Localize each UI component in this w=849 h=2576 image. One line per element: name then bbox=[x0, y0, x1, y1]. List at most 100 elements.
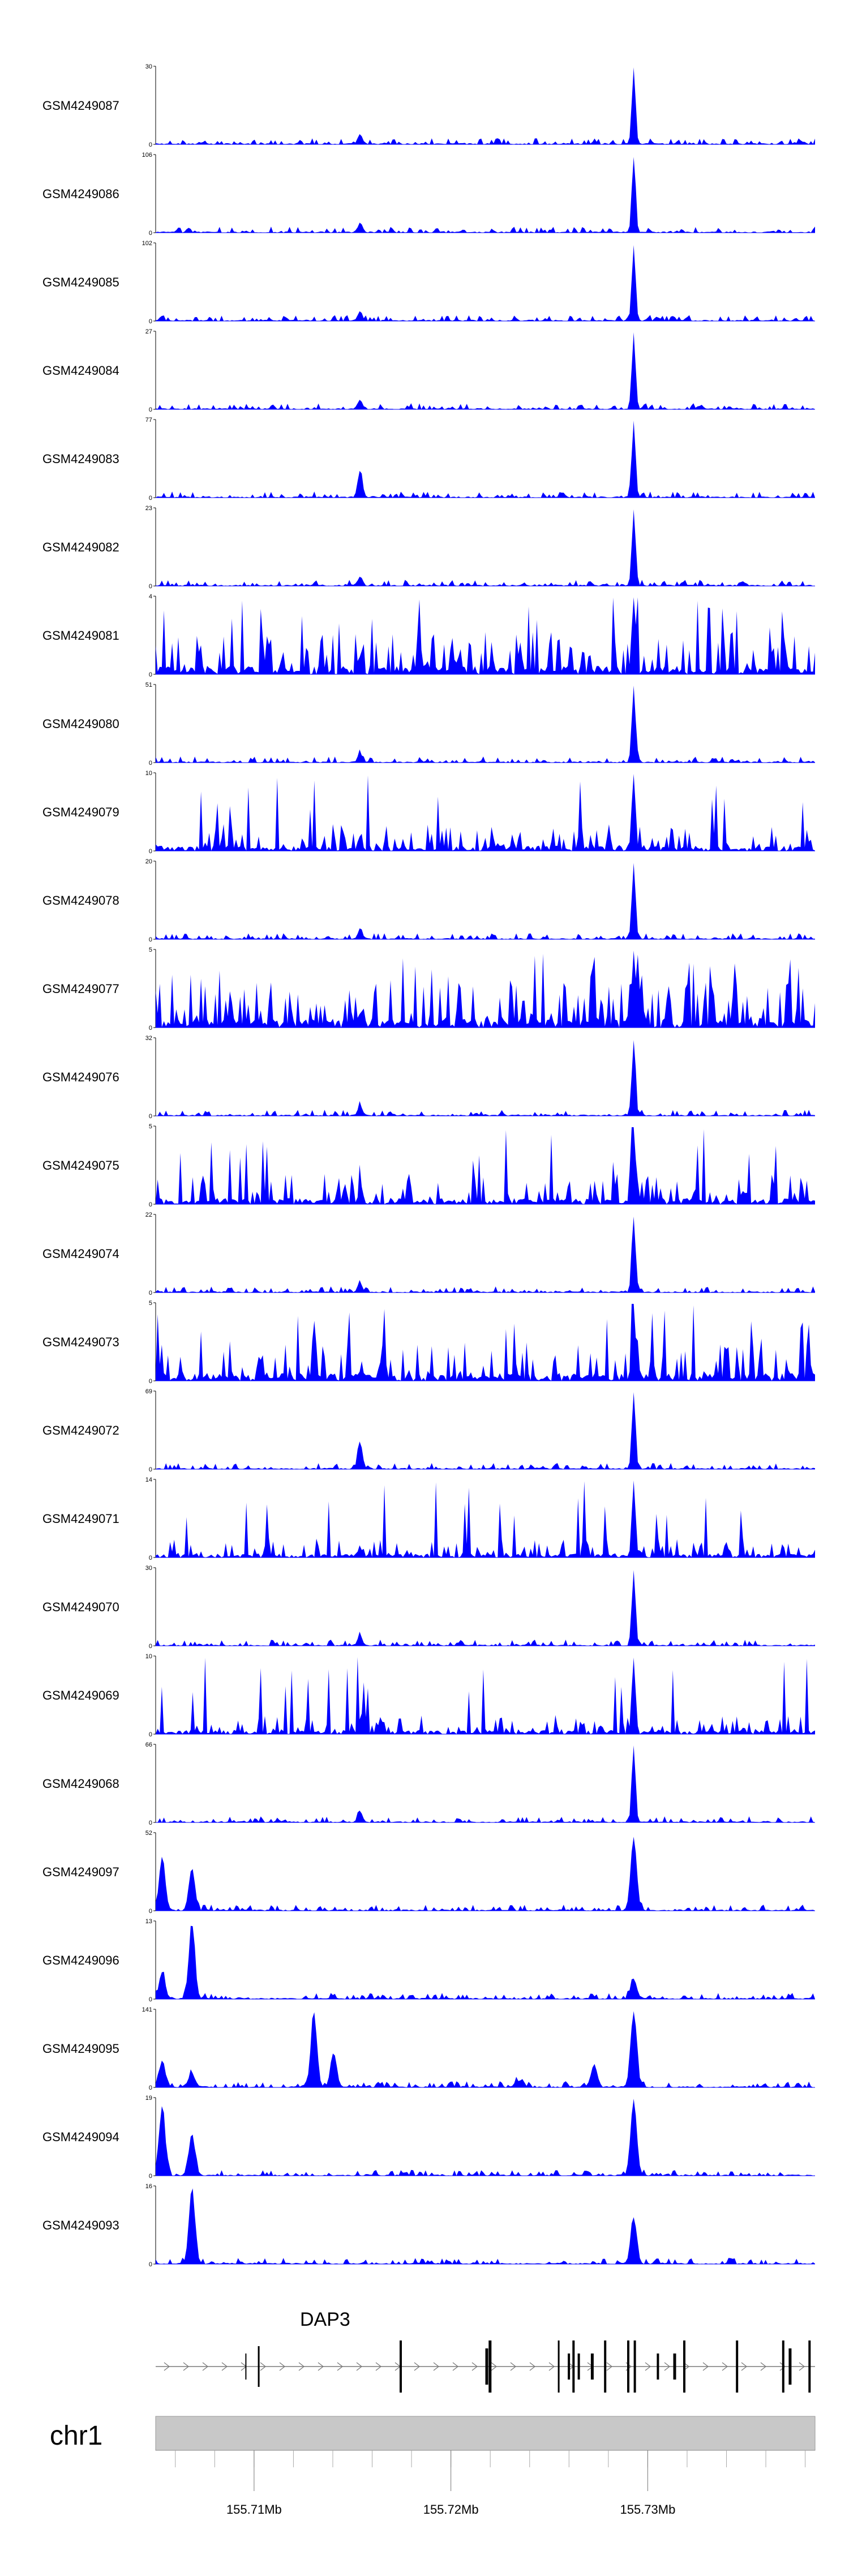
strand-arrow-icon bbox=[414, 2362, 421, 2371]
track-GSM4249080: GSM4249080 51 0 bbox=[42, 682, 815, 767]
signal-area bbox=[156, 1570, 815, 1646]
x-tick-label: 155.72Mb bbox=[423, 2502, 479, 2517]
track-GSM4249082: GSM4249082 23 0 bbox=[42, 505, 815, 590]
track-label: GSM4249081 bbox=[42, 628, 119, 643]
y-tick-label-max: 30 bbox=[145, 63, 152, 70]
track-label: GSM4249074 bbox=[42, 1247, 119, 1261]
y-tick-label-max: 106 bbox=[142, 152, 152, 159]
signal-area bbox=[156, 332, 815, 409]
gene-exon bbox=[808, 2340, 811, 2393]
signal-area bbox=[156, 951, 815, 1028]
strand-arrow-icon bbox=[799, 2362, 805, 2371]
gene-exon bbox=[590, 2354, 594, 2380]
strand-arrow-icon bbox=[510, 2362, 517, 2371]
track-GSM4249074: GSM4249074 22 0 bbox=[42, 1212, 815, 1296]
y-tick-label-max: 22 bbox=[145, 1212, 152, 1218]
track-GSM4249069: GSM4249069 10 0 bbox=[42, 1653, 815, 1738]
strand-arrow-icon bbox=[202, 2362, 209, 2371]
strand-arrow-icon bbox=[164, 2362, 170, 2371]
y-tick-label-max: 66 bbox=[145, 1741, 152, 1748]
signal-area bbox=[156, 2011, 815, 2087]
x-tick-label: 155.73Mb bbox=[620, 2502, 675, 2517]
track-label: GSM4249069 bbox=[42, 1688, 119, 1702]
strand-arrow-icon bbox=[337, 2362, 344, 2371]
y-tick-label-min: 0 bbox=[149, 406, 152, 413]
track-label: GSM4249087 bbox=[42, 99, 119, 113]
gene-exon bbox=[485, 2348, 488, 2385]
track-GSM4249071: GSM4249071 14 0 bbox=[42, 1477, 815, 1561]
y-tick-label-min: 0 bbox=[149, 760, 152, 767]
gene-exon bbox=[673, 2354, 676, 2380]
signal-area bbox=[156, 509, 815, 586]
signal-area bbox=[156, 1657, 815, 1734]
signal-area bbox=[156, 421, 815, 498]
y-tick-label-min: 0 bbox=[149, 1820, 152, 1826]
x-tick-label: 155.71Mb bbox=[226, 2502, 282, 2517]
strand-arrow-icon bbox=[221, 2362, 228, 2371]
gene-name-label: DAP3 bbox=[300, 2309, 350, 2330]
track-label: GSM4249076 bbox=[42, 1070, 119, 1084]
track-GSM4249093: GSM4249093 16 0 bbox=[42, 2183, 815, 2268]
y-tick-label-max: 10 bbox=[145, 770, 152, 777]
track-label: GSM4249072 bbox=[42, 1423, 119, 1437]
gene-exon bbox=[488, 2340, 492, 2393]
track-GSM4249068: GSM4249068 66 0 bbox=[42, 1741, 815, 1826]
track-label: GSM4249080 bbox=[42, 717, 119, 731]
track-label: GSM4249095 bbox=[42, 2042, 119, 2056]
signal-area bbox=[156, 597, 815, 674]
gene-exon bbox=[604, 2340, 607, 2393]
track-label: GSM4249086 bbox=[42, 187, 119, 201]
y-tick-label-max: 14 bbox=[145, 1477, 152, 1483]
track-GSM4249072: GSM4249072 69 0 bbox=[42, 1388, 815, 1473]
signal-tracks: GSM4249087300GSM42490861060GSM4249085102… bbox=[42, 63, 815, 2268]
y-tick-label-min: 0 bbox=[149, 848, 152, 855]
y-tick-label-max: 77 bbox=[145, 417, 152, 423]
signal-area bbox=[156, 1304, 815, 1381]
y-tick-label-min: 0 bbox=[149, 1290, 152, 1296]
y-tick-label-max: 32 bbox=[145, 1035, 152, 1042]
strand-arrow-icon bbox=[529, 2362, 536, 2371]
strand-arrow-icon bbox=[298, 2362, 305, 2371]
track-label: GSM4249096 bbox=[42, 1953, 119, 1967]
track-GSM4249096: GSM4249096 13 0 bbox=[42, 1918, 815, 2003]
y-tick-label-min: 0 bbox=[149, 230, 152, 237]
y-tick-label-max: 51 bbox=[145, 682, 152, 688]
strand-arrow-icon bbox=[606, 2362, 613, 2371]
gene-exon bbox=[558, 2340, 560, 2393]
track-GSM4249083: GSM4249083 77 0 bbox=[42, 417, 815, 502]
track-GSM4249094: GSM4249094 19 0 bbox=[42, 2095, 815, 2180]
gene-exon bbox=[627, 2340, 629, 2393]
y-tick-label-min: 0 bbox=[149, 583, 152, 590]
y-tick-label-max: 5 bbox=[149, 1300, 152, 1307]
signal-area bbox=[156, 1040, 815, 1116]
strand-arrow-icon bbox=[491, 2362, 498, 2371]
y-tick-label-min: 0 bbox=[149, 671, 152, 678]
track-GSM4249078: GSM4249078 20 0 bbox=[42, 858, 815, 943]
y-tick-label-min: 0 bbox=[149, 495, 152, 502]
y-tick-label-min: 0 bbox=[149, 2261, 152, 2268]
track-GSM4249079: GSM4249079 10 0 bbox=[42, 770, 815, 855]
track-GSM4249097: GSM4249097 52 0 bbox=[42, 1830, 815, 1915]
track-GSM4249077: GSM4249077 5 0 bbox=[42, 947, 815, 1032]
track-GSM4249075: GSM4249075 5 0 bbox=[42, 1123, 815, 1208]
track-label: GSM4249070 bbox=[42, 1600, 119, 1614]
signal-area bbox=[156, 1127, 815, 1204]
track-label: GSM4249077 bbox=[42, 982, 119, 996]
y-tick-label-max: 13 bbox=[145, 1918, 152, 1925]
y-tick-label-max: 30 bbox=[145, 1565, 152, 1572]
y-tick-label-min: 0 bbox=[149, 1201, 152, 1208]
y-tick-label-max: 5 bbox=[149, 1123, 152, 1130]
y-tick-label-max: 16 bbox=[145, 2183, 152, 2190]
strand-arrow-icon bbox=[183, 2362, 190, 2371]
y-tick-label-min: 0 bbox=[149, 1643, 152, 1650]
gene-model-track: DAP3 bbox=[156, 2309, 815, 2393]
y-tick-label-max: 5 bbox=[149, 947, 152, 953]
gene-exon bbox=[572, 2340, 575, 2393]
gene-exon bbox=[683, 2340, 685, 2393]
track-label: GSM4249073 bbox=[42, 1335, 119, 1349]
signal-area bbox=[156, 2099, 815, 2176]
strand-arrow-icon bbox=[433, 2362, 440, 2371]
track-GSM4249087: GSM4249087 30 0 bbox=[42, 63, 815, 148]
y-tick-label-min: 0 bbox=[149, 1555, 152, 1561]
